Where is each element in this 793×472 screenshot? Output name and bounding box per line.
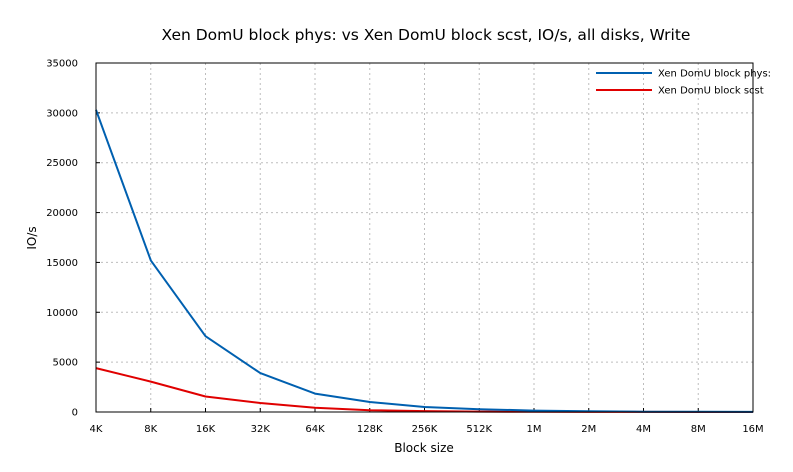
plot-frame [95, 62, 754, 413]
series-line [95, 109, 754, 413]
y-tick-label: 35000 [46, 59, 78, 70]
x-tick-label: 256K [412, 424, 438, 435]
y-tick-label: 25000 [46, 158, 78, 169]
x-tick-label: 4K [90, 424, 103, 435]
x-tick-label: 16K [196, 424, 216, 435]
y-axis-label: IO/s [25, 226, 39, 249]
x-tick-label: 2M [581, 424, 596, 435]
y-tick-label: 0 [72, 408, 78, 419]
x-tick-label: 32K [251, 424, 271, 435]
y-tick-label: 15000 [46, 258, 78, 269]
y-tick-label: 30000 [46, 108, 78, 119]
grid [96, 63, 753, 412]
x-tick-label: 4M [636, 424, 651, 435]
y-tick-label: 5000 [53, 358, 78, 369]
legend-label: Xen DomU block phys: [658, 69, 771, 80]
y-axis: 0 5000 10000 15000 20000 25000 30000 35000 [46, 59, 100, 419]
y-tick-label: 20000 [46, 208, 78, 219]
legend-label: Xen DomU block scst [658, 86, 764, 97]
x-tick-label: 64K [305, 424, 325, 435]
x-tick-label: 8M [691, 424, 706, 435]
x-axis-label: Block size [394, 441, 454, 455]
chart-title: Xen DomU block phys: vs Xen DomU block s… [162, 26, 691, 44]
x-tick-label: 1M [527, 424, 542, 435]
series-layer [95, 109, 754, 413]
legend: Xen DomU block phys: Xen DomU block scst [596, 69, 771, 97]
x-tick-label: 512K [466, 424, 492, 435]
x-tick-label: 128K [357, 424, 383, 435]
x-tick-label: 8K [144, 424, 157, 435]
x-tick-label: 16M [742, 424, 763, 435]
y-tick-label: 10000 [46, 308, 78, 319]
